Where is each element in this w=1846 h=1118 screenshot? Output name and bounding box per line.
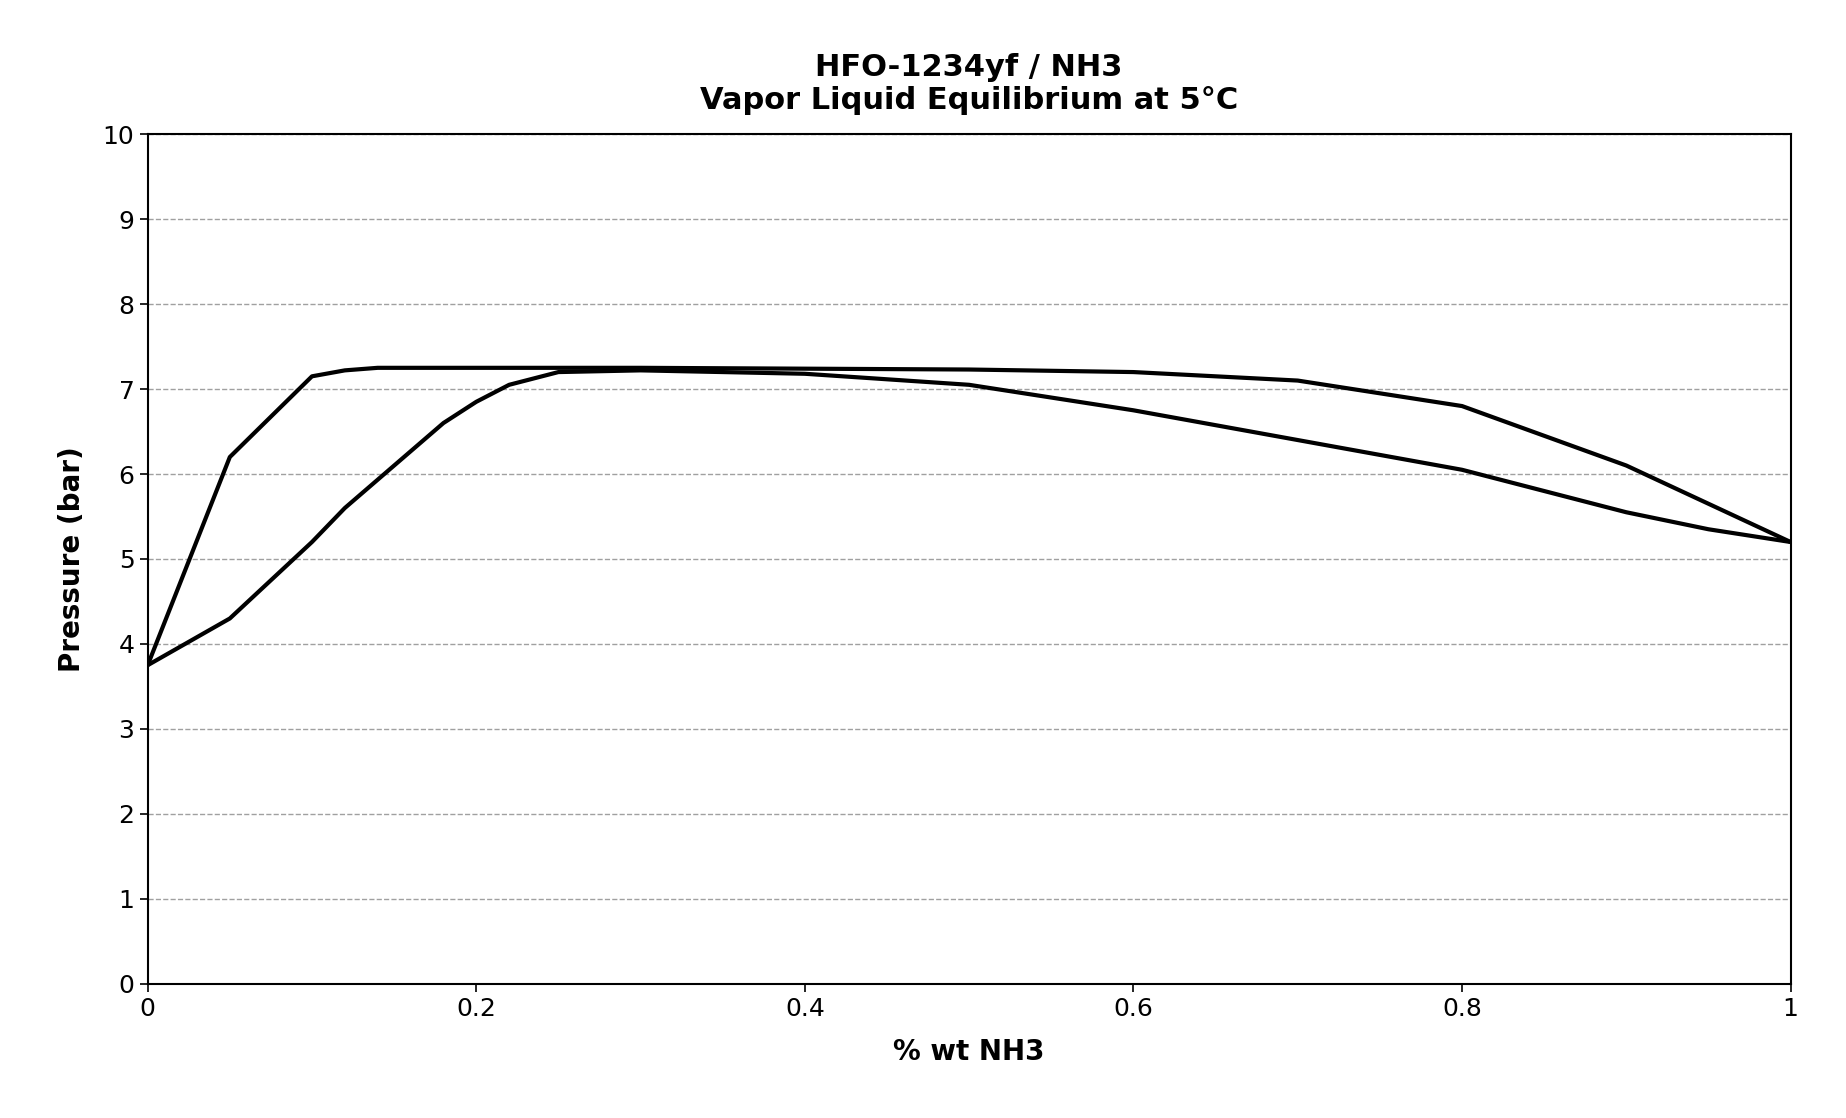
- Y-axis label: Pressure (bar): Pressure (bar): [57, 446, 87, 672]
- X-axis label: % wt NH3: % wt NH3: [893, 1038, 1045, 1065]
- Title: HFO-1234yf / NH3
Vapor Liquid Equilibrium at 5°C: HFO-1234yf / NH3 Vapor Liquid Equilibriu…: [700, 53, 1239, 115]
